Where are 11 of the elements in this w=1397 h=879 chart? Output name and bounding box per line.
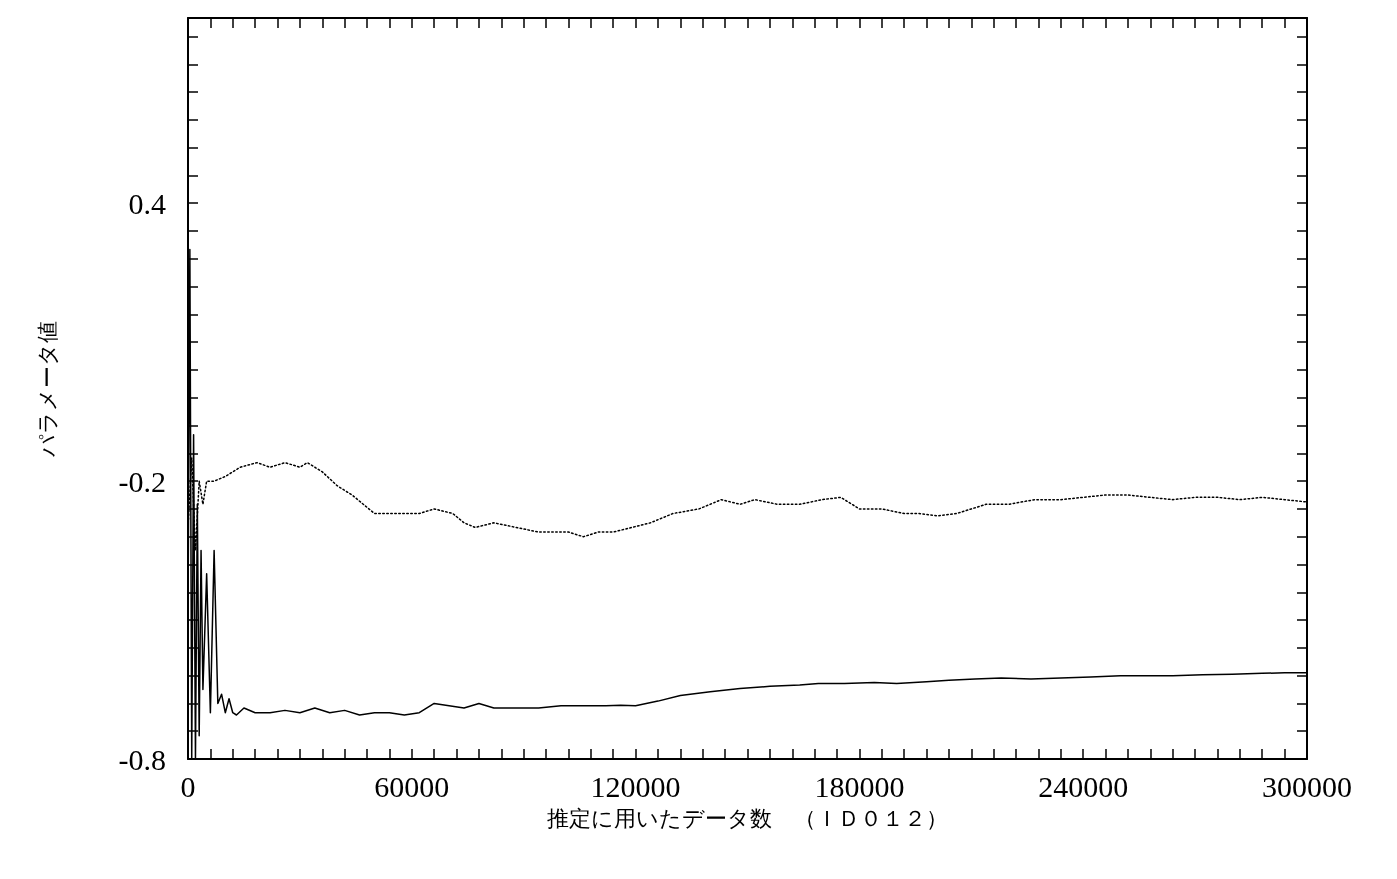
- x-tick-label: 180000: [814, 769, 905, 803]
- x-tick-label: 60000: [374, 769, 450, 803]
- x-tick-label: 0: [180, 769, 196, 803]
- x-tick-label: 300000: [1262, 769, 1352, 803]
- y-tick-label: -0.2: [118, 464, 166, 498]
- y-axis-title: パラメータ値: [34, 320, 60, 458]
- y-tick-label: -0.8: [118, 742, 166, 776]
- y-tick-label: 0.4: [128, 186, 166, 220]
- x-tick-label: 240000: [1038, 769, 1129, 803]
- x-tick-label: 120000: [590, 769, 681, 803]
- x-axis-title: 推定に用いたデータ数 （ＩＤ０１２）: [547, 805, 948, 831]
